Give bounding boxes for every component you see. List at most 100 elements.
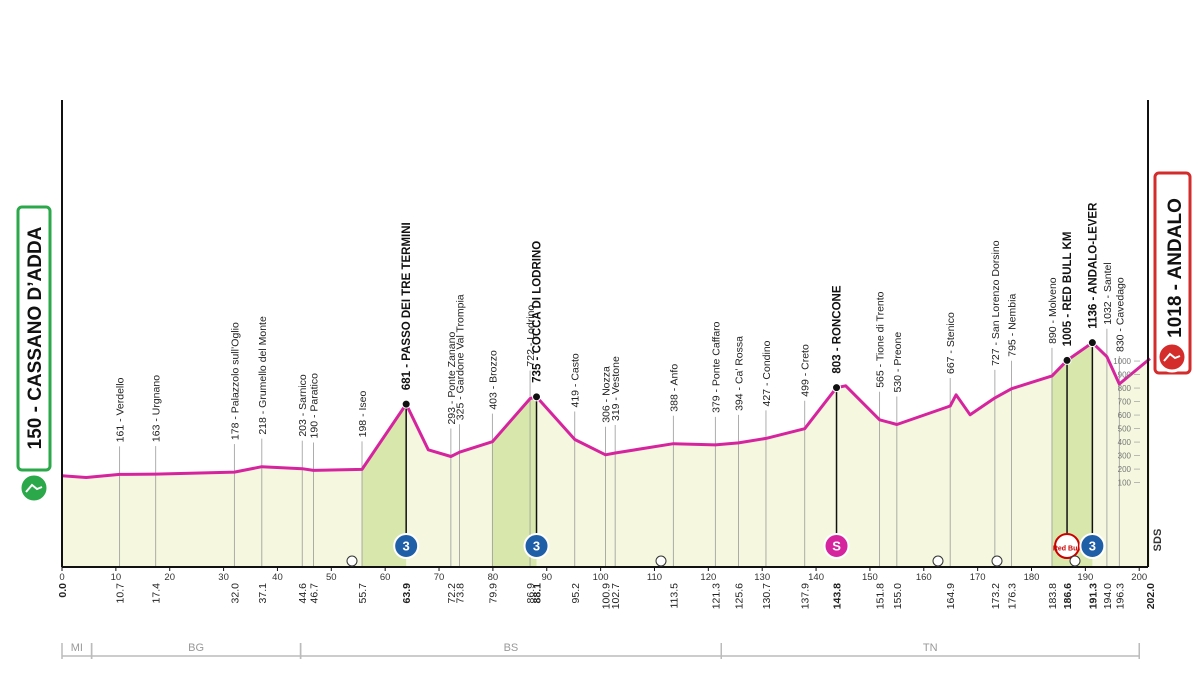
altitude-tick-label: 200 — [1118, 465, 1132, 474]
km-label: 55.7 — [357, 583, 369, 604]
climb-marker — [1079, 533, 1106, 559]
x-tick-label: 60 — [380, 572, 391, 583]
km-label: 155.0 — [892, 583, 904, 609]
waypoint-label: 178 - Palazzolo sull’Oglio — [229, 322, 241, 440]
km-label: 125.6 — [733, 583, 745, 609]
km-label: 202.0 — [1145, 583, 1157, 609]
x-tick-label: 120 — [700, 572, 716, 583]
km-label: 121.3 — [710, 583, 722, 609]
km-label: 130.7 — [761, 583, 773, 609]
finish-frame — [1153, 171, 1192, 375]
km-label: 37.1 — [257, 583, 269, 604]
x-tick-label: 0 — [59, 572, 64, 583]
km-label: 164.9 — [945, 583, 957, 609]
summit-dot — [1062, 355, 1072, 365]
km-label: 32.0 — [229, 583, 241, 604]
km-label: 0.0 — [57, 583, 69, 598]
climb-marker-label: 3 — [1089, 539, 1096, 554]
summit-dot — [401, 399, 411, 409]
x-tick-label: 110 — [647, 572, 662, 583]
start-icon — [18, 472, 50, 504]
x-tick-label: 140 — [808, 572, 824, 583]
x-tick-label: 40 — [272, 572, 283, 583]
km-label: 44.6 — [297, 583, 309, 604]
summit-label: 681 - PASSO DEI TRE TERMINI — [401, 222, 413, 390]
km-label: 186.6 — [1062, 583, 1074, 609]
altitude-tick-label: 100 — [1118, 479, 1132, 488]
km-label: 63.9 — [401, 583, 413, 604]
km-label: 95.2 — [570, 583, 582, 604]
altitude-tick-label: 300 — [1118, 452, 1132, 461]
climb-shade — [492, 396, 537, 567]
km-label: 113.5 — [668, 583, 680, 609]
km-label: 137.9 — [800, 583, 812, 609]
summit-dot — [1087, 338, 1097, 348]
start-box: 150 - CASSANO D’ADDA — [16, 205, 52, 504]
km-label: 194.0 — [1102, 583, 1114, 609]
waypoint-label: 530 - Preone — [892, 332, 904, 393]
waypoint-label: 388 - Anfo — [668, 364, 680, 412]
x-tick-label: 200 — [1131, 572, 1147, 583]
profile-line — [61, 341, 1151, 479]
finish-icon — [1156, 341, 1188, 373]
x-tick-label: 30 — [218, 572, 229, 583]
region-label: MI — [71, 642, 83, 654]
waypoint-label: 419 - Casto — [570, 353, 582, 407]
x-tick-label: 160 — [916, 572, 932, 583]
km-label: 46.7 — [309, 583, 321, 604]
waypoint-label: 198 - Iseo — [357, 391, 369, 438]
tunnel-icon — [346, 555, 358, 567]
altitude-tick-label: 800 — [1118, 384, 1132, 393]
summit-label: 1136 - ANDALO-LEVER — [1087, 202, 1099, 329]
km-label: 143.8 — [832, 583, 844, 609]
x-tick-label: 50 — [326, 572, 337, 583]
summit-label: 803 - RONCONE — [832, 285, 844, 374]
finish-box: 1018 - ANDALO — [1153, 171, 1192, 375]
waypoint-label: 722 - Lodrino — [525, 305, 537, 367]
km-label: 10.7 — [115, 583, 127, 604]
altitude-tick-label: 700 — [1118, 398, 1132, 407]
km-label: 86.9 — [525, 583, 537, 604]
waypoint-label: 565 - Tione di Trento — [875, 291, 887, 387]
waypoint-label: 325 - Gardone Val Trompia — [454, 294, 466, 420]
km-label: 88.1 — [532, 583, 544, 604]
summit-dot — [832, 383, 842, 393]
km-label: 196.3 — [1114, 583, 1126, 609]
waypoint-label: 394 - Ca’ Rossa — [733, 336, 745, 411]
climb-shade — [362, 404, 407, 567]
waypoint-label: 499 - Creto — [800, 344, 812, 397]
waypoint-label: 161 - Verdello — [115, 377, 127, 442]
tunnel-icons — [346, 555, 1081, 567]
km-label: 72.2 — [446, 583, 458, 604]
sds-logo: SDS — [1152, 529, 1164, 552]
km-label: 102.7 — [610, 583, 622, 609]
waypoint-label: 319 - Vestone — [610, 356, 622, 421]
sprint-marker-label: S — [832, 539, 841, 554]
start-label: 150 - CASSANO D’ADDA — [25, 226, 46, 449]
x-tick-label: 190 — [1077, 572, 1093, 583]
climb-marker — [393, 533, 420, 559]
altitude-tick-label: 600 — [1118, 411, 1132, 420]
finish-icon-bike — [1163, 352, 1181, 362]
x-tick-label: 10 — [111, 572, 122, 583]
x-tick-label: 180 — [1024, 572, 1040, 583]
km-label: 191.3 — [1087, 583, 1099, 609]
x-tick-label: 80 — [488, 572, 499, 583]
start-icon-bike — [25, 483, 43, 493]
tunnel-icon — [932, 555, 944, 567]
altitude-tick-label: 900 — [1118, 371, 1132, 380]
region-label: BS — [504, 642, 519, 654]
region-label: BG — [188, 642, 204, 654]
summit-label: 1005 - RED BULL KM — [1062, 232, 1074, 347]
altitude-tick-label: 1000 — [1113, 357, 1131, 366]
waypoint-label: 727 - San Lorenzo Dorsino — [990, 240, 1002, 366]
waypoint-label: 163 - Urgnano — [151, 375, 163, 442]
x-tick-label: 150 — [862, 572, 878, 583]
x-tick-label: 100 — [593, 572, 609, 583]
region-label: TN — [923, 642, 938, 654]
climb-marker — [523, 533, 550, 559]
tunnel-icon — [1069, 555, 1081, 567]
climb-shade — [1051, 342, 1093, 567]
waypoint-label: 190 - Paratico — [309, 373, 321, 439]
